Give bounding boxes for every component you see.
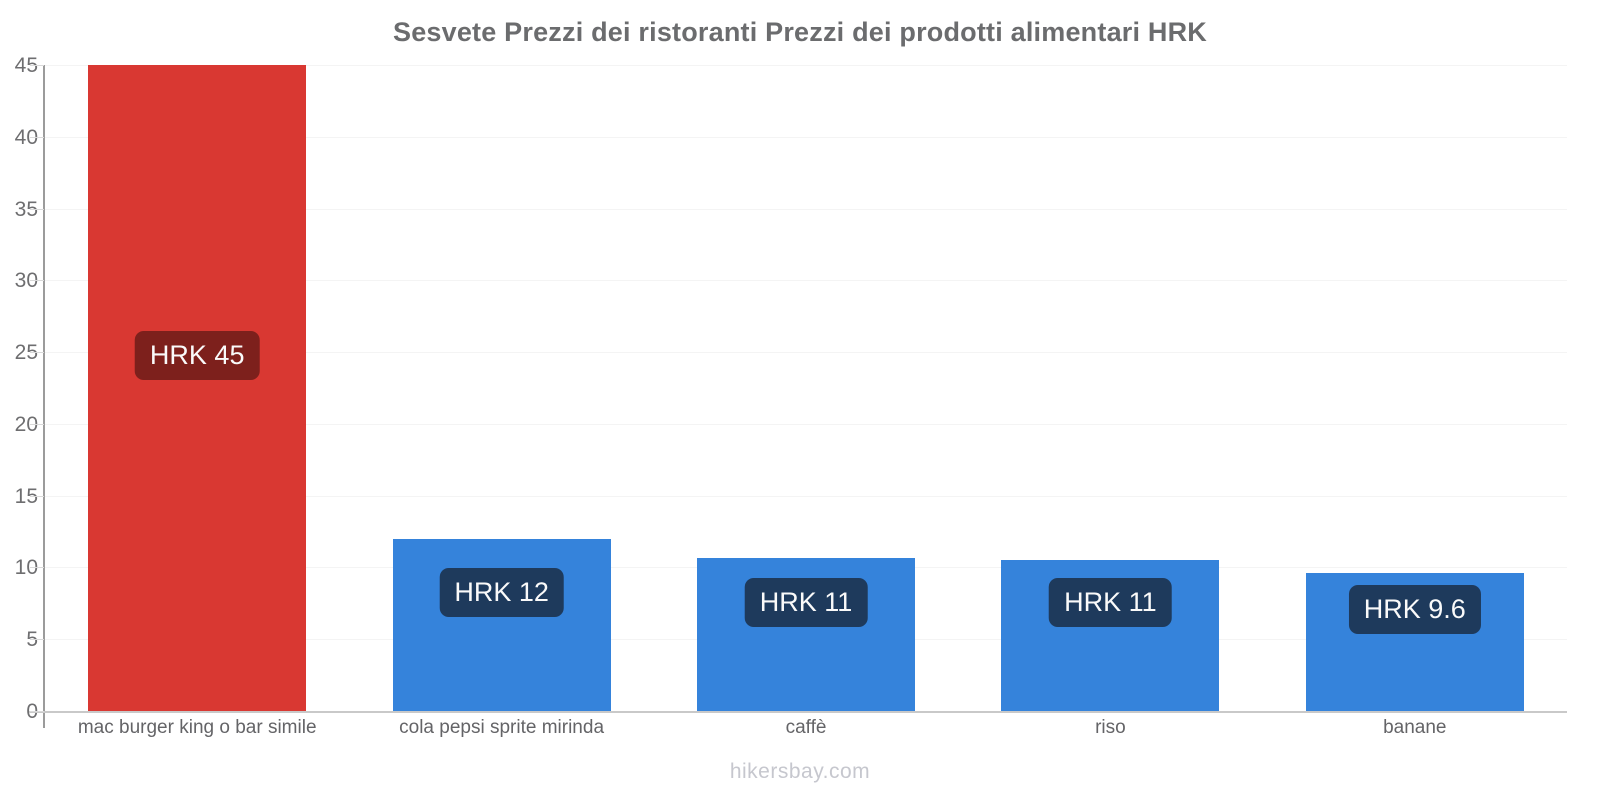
chart-title: Sesvete Prezzi dei ristoranti Prezzi dei… [392, 17, 1207, 47]
y-axis-line [43, 65, 45, 728]
value-badge-riso: HRK 11 [1049, 578, 1172, 628]
y-axis-label-25: 25 [14, 341, 38, 365]
x-axis-label-mac-burger-king-o-bar-simile: mac burger king o bar simile [77, 717, 317, 738]
bar-cola-pepsi-sprite-mirinda[interactable]: HRK 12 [392, 538, 611, 711]
value-badge-banane: HRK 9.6 [1348, 585, 1481, 635]
bar-caffè[interactable]: HRK 11 [697, 558, 915, 711]
y-axis-label-45: 45 [14, 54, 38, 77]
y-axis-label-40: 40 [14, 125, 38, 149]
bar-mac-burger-king-o-bar-simile[interactable]: HRK 45 [88, 65, 307, 711]
watermark-text: hikersbay.com [729, 760, 871, 783]
gridline-25 [45, 352, 1567, 354]
gridline-40 [45, 136, 1567, 138]
y-axis-labels: 051015202530354045 [0, 55, 38, 722]
y-tick-10 [30, 567, 44, 569]
y-tick-40 [30, 136, 44, 138]
y-axis-label-30: 30 [14, 269, 38, 293]
y-axis-label-15: 15 [14, 484, 38, 508]
gridline-15 [45, 495, 1567, 497]
x-axis-label-cola-pepsi-sprite-mirinda: cola pepsi sprite mirinda [399, 717, 605, 738]
value-badge-caffè: HRK 11 [744, 577, 868, 627]
x-axis-labels: mac burger king o bar simile cola pepsi s… [45, 716, 1567, 742]
y-tick-15 [30, 495, 44, 497]
x-axis-label-riso: riso [1095, 717, 1126, 738]
x-axis-line [29, 711, 1567, 713]
y-tick-0 [30, 711, 44, 712]
value-badge-mac-burger-king-o-bar-simile: HRK 45 [134, 331, 260, 380]
plot-area: HRK 45 HRK 12 HRK 11 HRK 11 HRK 9.6 [29, 65, 1567, 728]
bar-banane[interactable]: HRK 9.6 [1305, 573, 1524, 711]
y-axis-label-20: 20 [14, 412, 38, 436]
y-axis-label-35: 35 [14, 197, 38, 221]
y-axis-label-10: 10 [14, 556, 38, 580]
y-tick-5 [30, 639, 44, 641]
gridline-30 [45, 280, 1567, 282]
bar-riso[interactable]: HRK 11 [1001, 559, 1220, 711]
y-tick-20 [30, 423, 44, 425]
gridline-35 [45, 208, 1567, 210]
x-axis-label-banane: banane [1383, 717, 1447, 738]
y-tick-30 [30, 280, 44, 282]
gridline-45 [45, 65, 1567, 66]
y-tick-35 [30, 208, 44, 210]
gridline-20 [45, 423, 1567, 425]
y-tick-25 [30, 352, 44, 354]
x-axis-label-caffè: caffè [785, 717, 827, 738]
y-tick-45 [30, 65, 44, 66]
value-badge-cola-pepsi-sprite-mirinda: HRK 12 [439, 567, 564, 617]
